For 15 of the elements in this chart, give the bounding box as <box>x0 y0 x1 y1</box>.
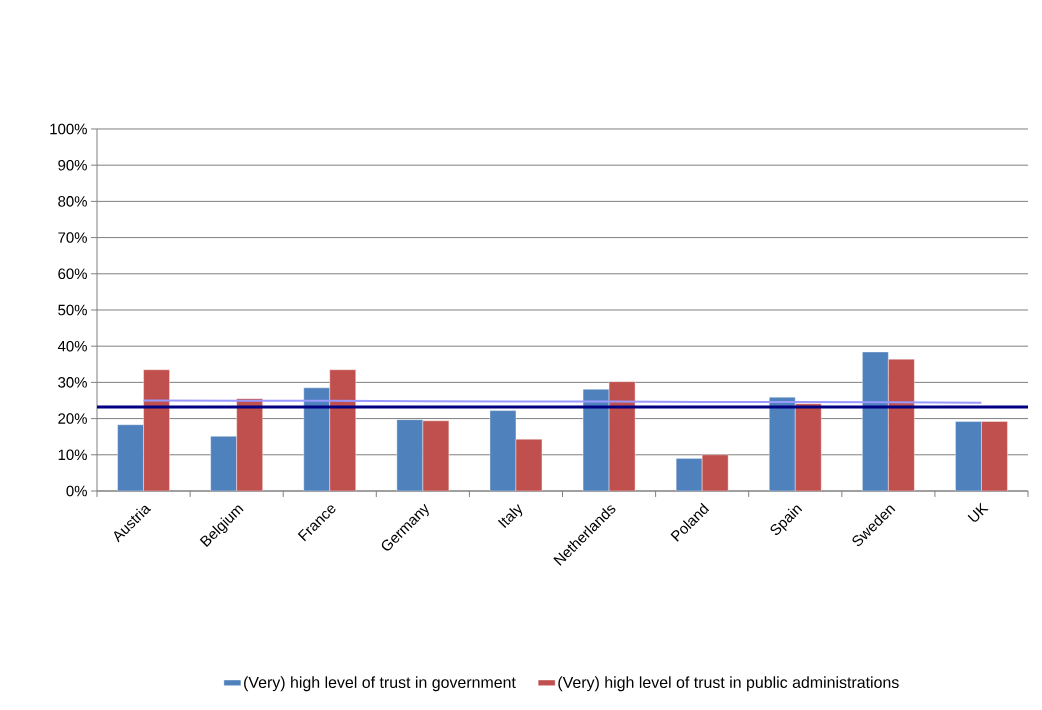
x-tick-label: Italy <box>497 504 523 529</box>
y-tick-label: 40% <box>57 340 87 352</box>
y-tick-label: 100% <box>50 123 87 135</box>
y-tick-label: 80% <box>58 196 87 207</box>
legend-label: (Very) high level of trust in public administrations <box>558 676 899 692</box>
y-tick-label: 60% <box>58 268 87 280</box>
legend-label: (Very) high level of trust in government <box>244 676 516 692</box>
y-tick-label: 70% <box>58 232 87 243</box>
y-tick-label: 90% <box>58 159 87 171</box>
x-tick-label: UK <box>967 502 989 522</box>
y-tick-label: 50% <box>58 304 87 316</box>
y-tick-label: 20% <box>58 413 87 424</box>
y-tick-label: 10% <box>58 449 87 461</box>
y-tick-label: 0% <box>66 485 87 497</box>
y-tick-label: 30% <box>58 377 87 388</box>
